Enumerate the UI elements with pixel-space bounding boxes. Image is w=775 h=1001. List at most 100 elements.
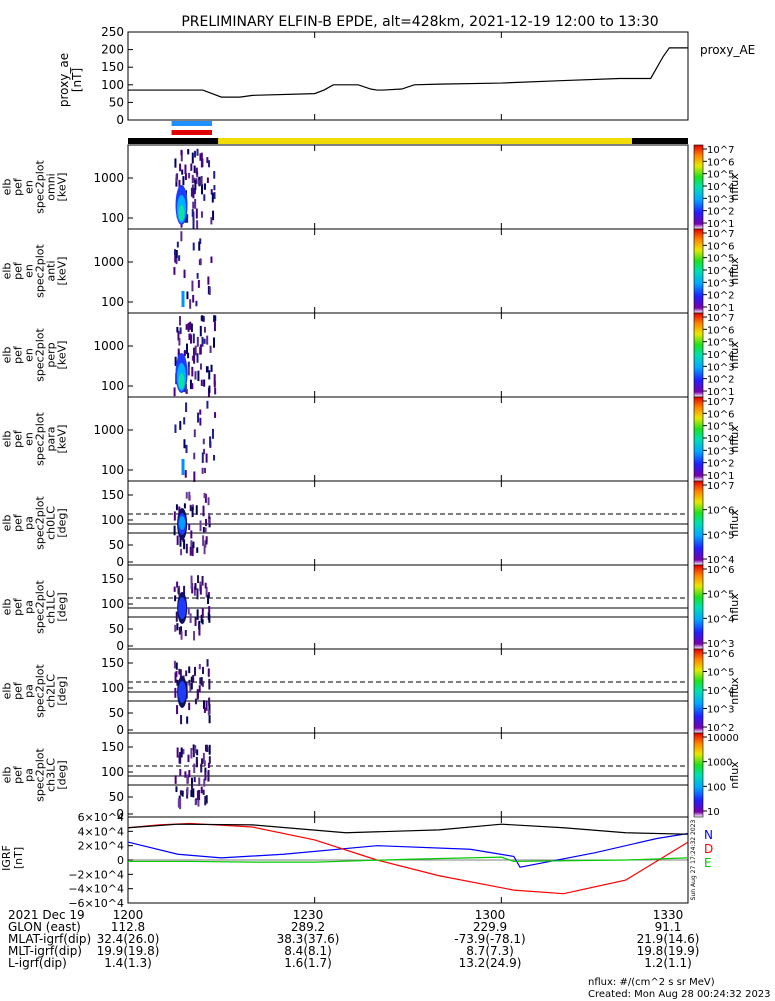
spectrogram-pixel <box>173 586 176 592</box>
spectrogram-blob <box>179 516 186 530</box>
spectrogram-pixel <box>178 337 181 346</box>
energy-panel-label: [keV] <box>56 425 69 454</box>
spectrogram-pixel <box>201 452 204 463</box>
spectrogram-pixel <box>185 492 188 499</box>
spectrogram-pixel <box>197 575 200 584</box>
spectrogram-pixel <box>190 575 193 582</box>
spectrogram-pixel <box>202 789 205 795</box>
colorbar-tick-label: 10^5 <box>707 338 734 349</box>
spectrogram-pixel <box>187 322 190 332</box>
spectrogram-pixel <box>187 607 190 615</box>
energy-panel-label: [keV] <box>56 257 69 286</box>
spectrogram-pixel <box>198 624 201 636</box>
colorbar-unit: nflux <box>728 173 741 201</box>
colorbar-tick-label: 10^2 <box>707 207 734 218</box>
proxy-ae-frame <box>127 31 689 121</box>
spectrogram-pixel <box>180 150 183 162</box>
y-tick-label: 4×10^4 <box>78 825 124 838</box>
igrf-panel: 6×10^44×10^4 2×10^40−2×10^4 −4×10^4−6×10^4… <box>0 811 713 910</box>
footer-value: 1230 <box>292 908 324 922</box>
spectrogram-pixel <box>200 786 203 794</box>
footer-value: 112.8 <box>110 920 146 934</box>
footer-row-label: GLON (east) <box>8 920 81 934</box>
energy-panel-label: spec2plot <box>34 328 47 382</box>
spectrogram-pixel <box>204 540 207 548</box>
colorbar <box>693 480 704 566</box>
footer-value: 32.4(26.0) <box>96 932 160 946</box>
spectrogram-pixel <box>198 241 201 251</box>
spectrogram-pixel <box>208 756 211 764</box>
spectrogram-pixel <box>180 626 183 635</box>
pa-panel-label: spec2plot <box>34 580 47 634</box>
spectrogram-pixel <box>189 504 192 512</box>
spectrogram-blob <box>178 373 185 389</box>
spectrogram-pixel <box>193 452 196 460</box>
spectrogram-pixel <box>210 256 213 263</box>
spectrogram-pixel <box>185 670 188 677</box>
spectrogram-pixel <box>200 158 203 168</box>
spectrogram-pixel <box>203 326 206 333</box>
spectrogram-pixel <box>203 760 206 767</box>
spectrogram-pixel <box>214 412 217 418</box>
pa-panel-label: elb <box>1 515 14 532</box>
spectrogram-pixel <box>199 325 202 337</box>
spectrogram-blob <box>178 205 185 221</box>
spectrogram-pixel <box>185 324 188 330</box>
spectrogram-pixel <box>190 540 193 549</box>
spectrogram-pixel <box>176 747 179 758</box>
spectrogram-pixel <box>186 214 189 223</box>
pa-panel-label: pef <box>12 681 25 700</box>
y-tick-label: 100 <box>101 463 124 477</box>
spectrogram-pixel <box>198 789 201 801</box>
colorbar-tick-label: 10^2 <box>707 459 734 470</box>
spectrogram-pixel <box>196 220 199 230</box>
spectrogram-pixel <box>177 330 180 341</box>
spectrogram-pixel <box>191 152 194 164</box>
spectrogram-pixel <box>204 527 207 534</box>
footer-value: 1.2(1.1) <box>644 956 692 970</box>
energy-panel-label: perp <box>45 342 58 367</box>
spectrogram-pixel <box>176 679 179 686</box>
spectrogram-pixel <box>183 585 186 596</box>
spectrogram-pixel <box>200 677 203 686</box>
spectrogram-pixel <box>173 267 176 275</box>
spectrogram-pixel <box>193 354 196 364</box>
footer-value: 13.2(24.9) <box>458 956 522 970</box>
spectrogram-pixel <box>182 176 185 186</box>
colorbar-tick-label: 10^6 <box>707 325 734 336</box>
igrf-ylabel: [nT] <box>12 847 25 869</box>
spectrogram-pixel <box>188 523 191 531</box>
spectrogram-pixel <box>199 258 202 266</box>
spectrogram-pixel <box>178 255 181 261</box>
spectrogram-pixel <box>195 178 198 184</box>
spectrogram-pixel <box>208 370 211 380</box>
colorbar-tick-label: 10^3 <box>707 362 734 373</box>
footer-value: 1330 <box>652 908 684 922</box>
y-tick-label: 150 <box>101 656 124 670</box>
spectrogram-pixel <box>203 183 206 190</box>
spectrogram-blob <box>178 681 187 703</box>
spectrogram-pixel <box>184 629 187 637</box>
spectrogram-pixel <box>214 387 217 395</box>
footer-value: 1.4(1.3) <box>104 956 152 970</box>
spectrogram-pixel <box>198 623 201 630</box>
spectrogram-pixel <box>173 511 176 521</box>
spectrogram-pixel <box>182 748 185 755</box>
y-tick-label: 150 <box>101 572 124 586</box>
colorbar <box>693 648 704 734</box>
spectrogram-pixel <box>196 588 199 600</box>
colorbar-tick-label: 10^6 <box>707 241 734 252</box>
spectrogram-pixel <box>201 680 204 687</box>
footer-value: 1200 <box>112 908 144 922</box>
y-tick-label: 100 <box>101 597 124 611</box>
energy-panel-label: [keV] <box>56 173 69 202</box>
pa-panel-label: pef <box>12 765 25 784</box>
energy-spectrogram-panels: 1000100elbpefenspec2plotomni[keV]1000100… <box>1 144 689 482</box>
footer-value: 19.9(19.8) <box>96 944 160 958</box>
spectrogram-pixel <box>206 157 209 164</box>
spectrogram-pixel <box>211 428 214 439</box>
spectrogram-pixel <box>179 537 182 547</box>
footer-row-label: MLT-igrf(dip) <box>8 944 82 958</box>
spectrogram-pixel <box>199 409 202 415</box>
spectrogram-pixel <box>194 698 197 705</box>
